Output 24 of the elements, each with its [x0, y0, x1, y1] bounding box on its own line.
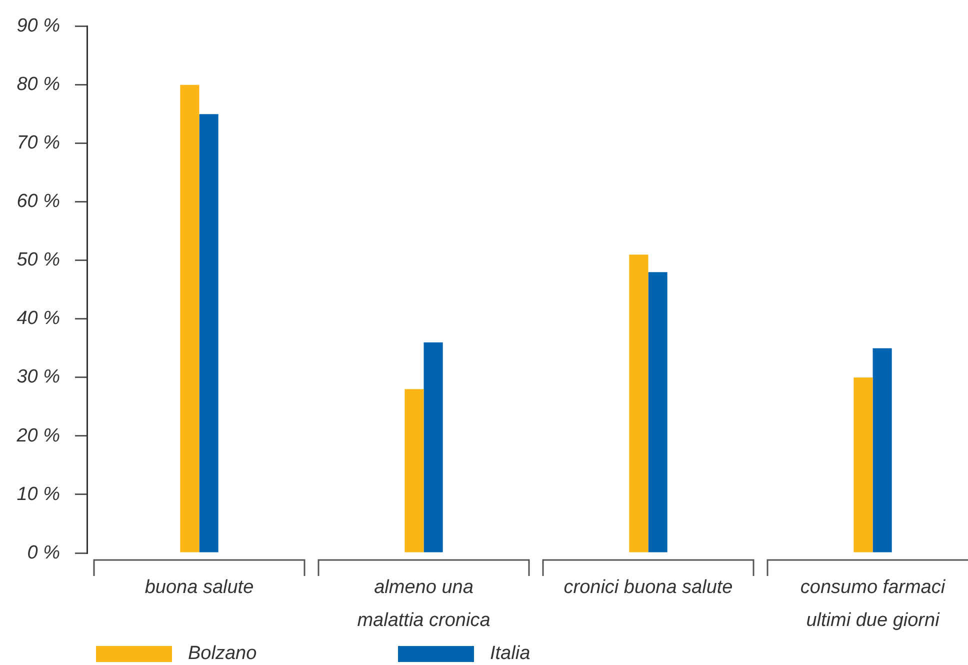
y-tick-label: 20 % — [16, 425, 60, 446]
legend-label: Italia — [490, 642, 530, 664]
x-tick-label: almeno una malattia cronica — [357, 576, 490, 632]
y-tick-label: 80 % — [16, 74, 60, 96]
y-tick-label: 70 % — [16, 132, 60, 154]
y-tick-label: 30 % — [16, 366, 60, 388]
x-tick-label: consumo farmaci ultimi due giorni — [800, 576, 946, 632]
y-tick-label: 50 % — [16, 250, 60, 271]
bar — [629, 254, 648, 552]
x-tick-label: cronici buona salute — [564, 576, 733, 598]
legend-label: Bolzano — [188, 642, 257, 664]
bar — [180, 84, 200, 552]
y-tick-label: 90 % — [16, 16, 60, 37]
y-tick-label: 10 % — [16, 484, 60, 505]
bar — [872, 348, 892, 552]
bar — [404, 389, 424, 552]
y-tick-label: 60 % — [16, 191, 60, 212]
x-tick-label: buona salute — [144, 576, 254, 598]
bar — [854, 377, 873, 552]
y-tick-label: 40 % — [16, 308, 60, 330]
bar — [199, 114, 218, 552]
y-tick-label: 0 % — [27, 542, 60, 564]
bar — [648, 272, 668, 552]
bar — [424, 342, 443, 552]
